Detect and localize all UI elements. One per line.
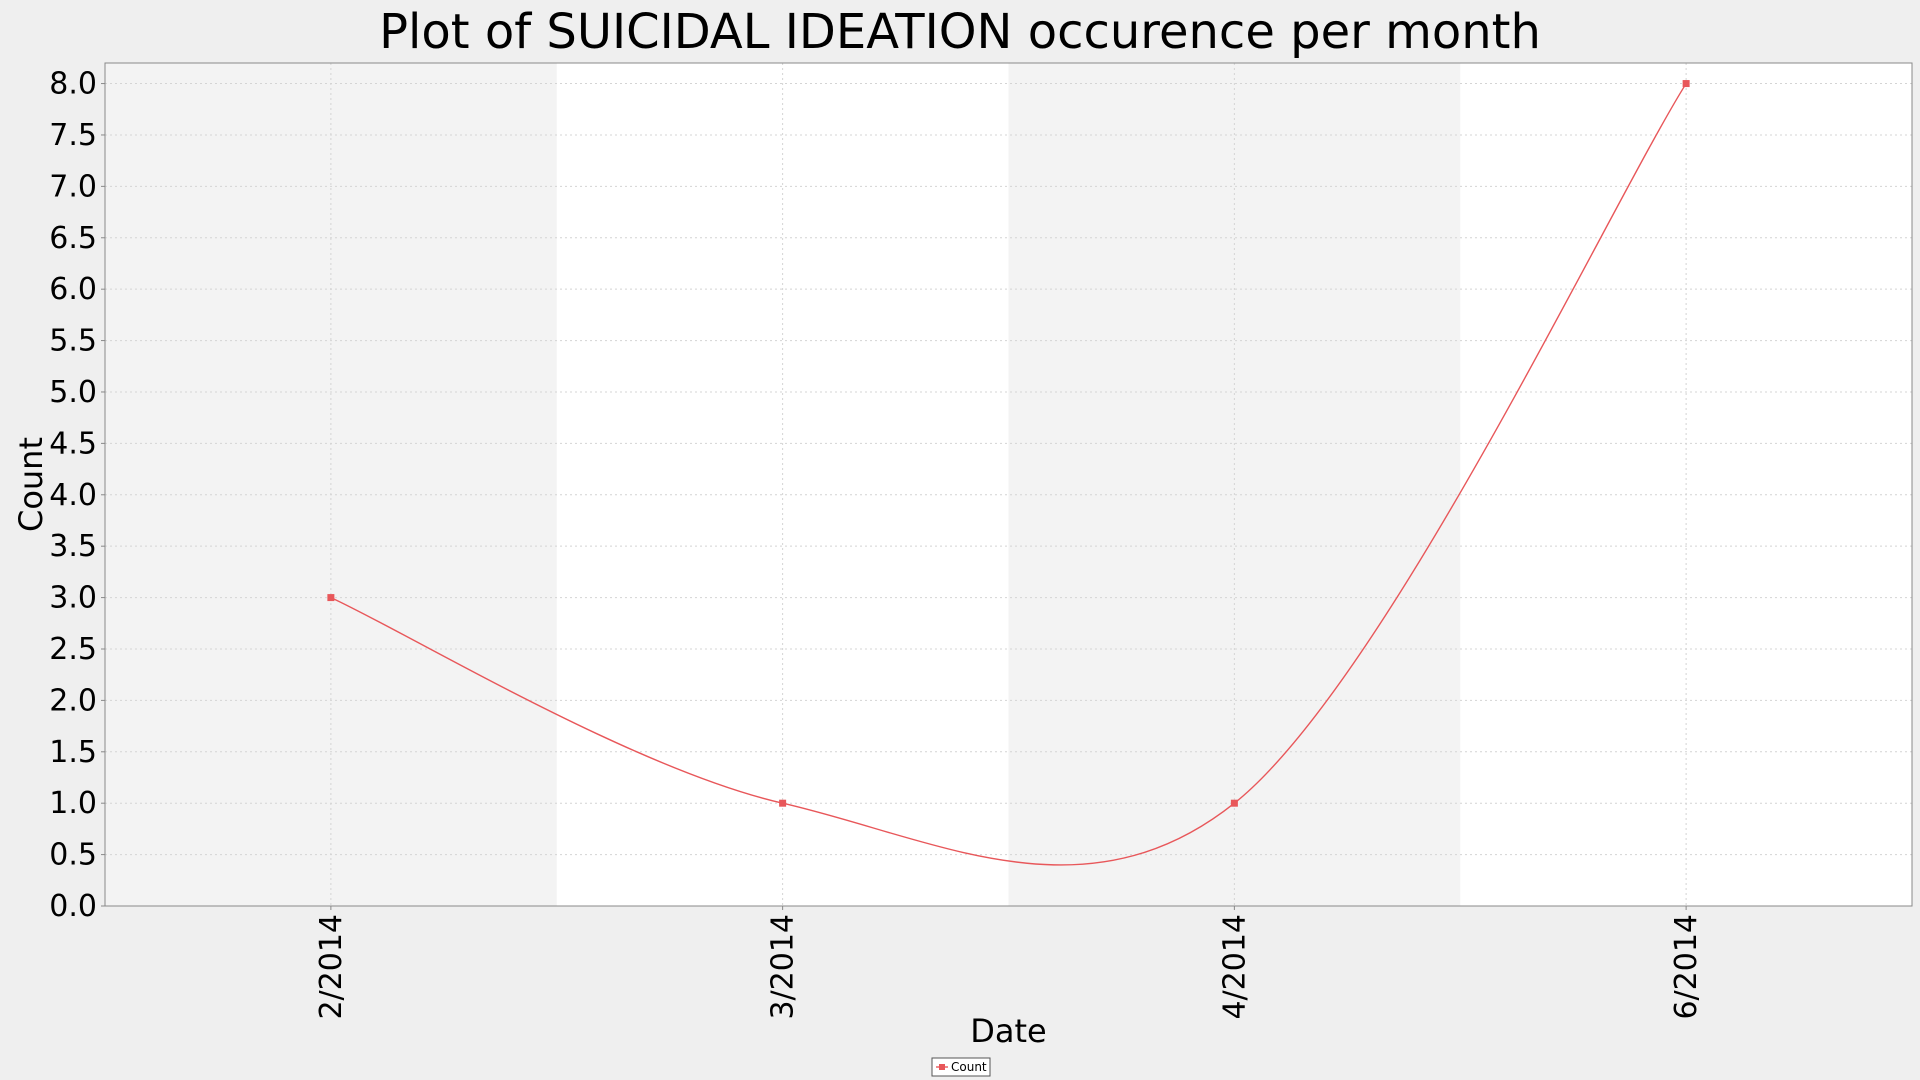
y-tick-label: 2.0 — [49, 683, 97, 718]
x-tick-label: 3/2014 — [766, 914, 801, 1020]
chart-title: Plot of SUICIDAL IDEATION occurence per … — [379, 4, 1541, 60]
y-tick-label: 3.0 — [49, 581, 97, 616]
data-point-marker — [1682, 80, 1690, 88]
y-tick-label: 3.5 — [49, 529, 97, 564]
plot-area — [104, 62, 1913, 907]
data-point-marker — [779, 799, 787, 807]
y-tick-label: 1.5 — [49, 735, 97, 770]
legend-label: Count — [951, 1060, 987, 1074]
y-tick-label: 5.5 — [49, 324, 97, 359]
y-tick-label: 4.5 — [49, 426, 97, 461]
y-tick-label: 0.5 — [49, 838, 97, 873]
x-axis-ticks: 2/2014 3/2014 4/2014 6/2014 — [314, 906, 1704, 1020]
y-tick-label: 8.0 — [49, 67, 97, 102]
background-bands — [105, 63, 1912, 906]
data-point-marker — [327, 594, 335, 602]
x-axis-label: Date — [970, 1012, 1046, 1050]
y-axis-ticks: 0.0 0.5 1.0 1.5 2.0 2.5 3.0 3.5 4.0 4.5 5.0 5.5 6.0 6… — [49, 67, 105, 924]
y-tick-label: 7.0 — [49, 169, 97, 204]
x-tick-label: 2/2014 — [314, 914, 349, 1020]
plot-frame — [104, 62, 1913, 907]
y-tick-label: 6.0 — [49, 272, 97, 307]
series-line-count — [330, 83, 1687, 866]
legend: Count — [931, 1057, 991, 1077]
y-tick-label: 5.0 — [49, 375, 97, 410]
data-markers — [327, 80, 1690, 807]
y-tick-label: 1.0 — [49, 786, 97, 821]
y-tick-label: 0.0 — [49, 889, 97, 924]
legend-box — [931, 1057, 991, 1077]
y-axis-label: Count — [12, 437, 50, 532]
y-tick-label: 6.5 — [49, 221, 97, 256]
y-tick-label: 2.5 — [49, 632, 97, 667]
data-point-marker — [1230, 799, 1238, 807]
x-tick-label: 4/2014 — [1217, 914, 1252, 1020]
y-tick-label: 4.0 — [49, 478, 97, 513]
x-tick-label: 6/2014 — [1669, 914, 1704, 1020]
legend-marker — [939, 1064, 945, 1070]
y-tick-label: 7.5 — [49, 118, 97, 153]
